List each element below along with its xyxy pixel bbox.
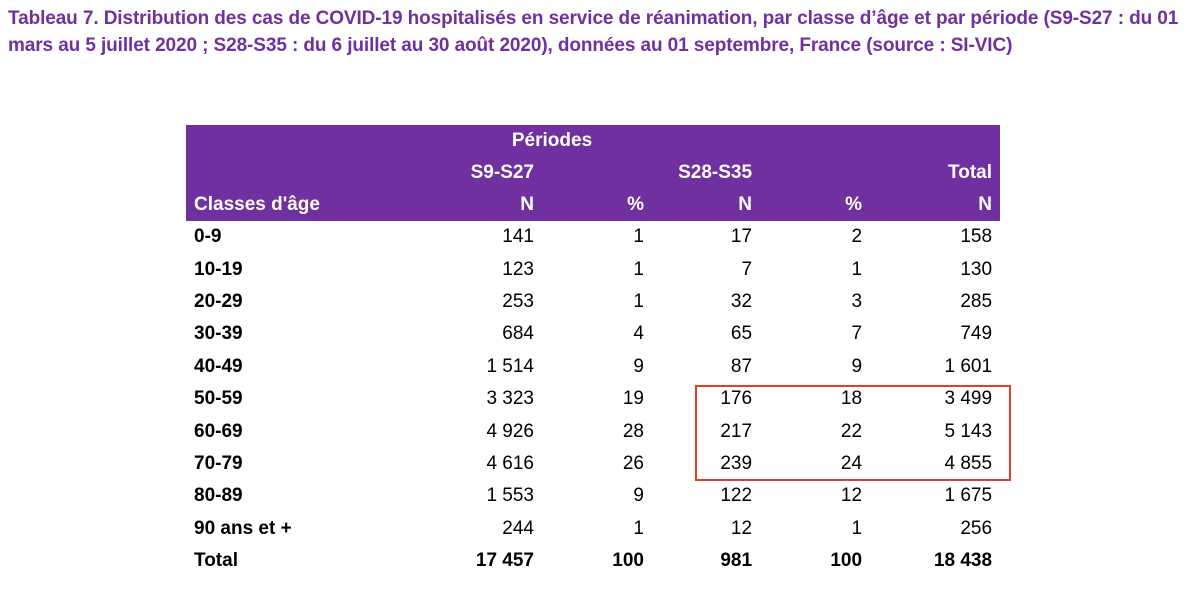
table-row: 90 ans et + 244 1 12 1 256: [186, 513, 1000, 545]
total-label-cell: Total: [194, 550, 238, 572]
total-pct-period-1-cell: 100: [612, 550, 644, 572]
n-total-cell: 5 143: [944, 420, 993, 442]
n-period-1-cell: 123: [502, 258, 534, 280]
col-n-total: N: [978, 194, 993, 215]
pct-period-2-cell: 2: [851, 226, 863, 248]
n-total-cell: 4 855: [944, 452, 993, 474]
pct-period-1-cell: 26: [622, 452, 644, 474]
table-row: 10-19 123 1 7 1 130: [186, 253, 1000, 285]
age-class-cell: 80-89: [194, 485, 243, 507]
table-row: 20-29 253 1 32 3 285: [186, 286, 1000, 318]
total-header: Total: [948, 162, 993, 183]
n-total-cell: 285: [960, 290, 993, 312]
table-row: 30-39 684 4 65 7 749: [186, 318, 1000, 350]
icu-cases-table: Périodes S9-S27 S28-S35 Total Classes d'…: [186, 125, 1001, 577]
highlight-box: [695, 385, 1011, 481]
pct-period-2-cell: 12: [840, 485, 863, 507]
pct-period-1-cell: 1: [633, 517, 644, 539]
periods-group-header: Périodes: [511, 130, 593, 151]
header-row-columns: Classes d'âge N % N % N: [186, 189, 1001, 221]
age-class-cell: 50-59: [194, 388, 243, 410]
age-class-cell: 10-19: [194, 258, 243, 280]
n-period-1-cell: 1 553: [486, 485, 534, 507]
n-period-1-cell: 4 616: [486, 452, 534, 474]
pct-period-2-cell: 1: [851, 517, 863, 539]
n-period-2-cell: 7: [741, 258, 753, 280]
total-row: Total 17 457 100 981 100 18 438: [186, 545, 1000, 577]
pct-period-2-cell: 7: [851, 323, 863, 345]
total-n-period-2-cell: 981: [720, 550, 753, 572]
age-class-cell: 90 ans et +: [194, 517, 292, 539]
n-total-cell: 1 601: [944, 355, 993, 377]
n-total-cell: 256: [960, 517, 993, 539]
col-pct-period-1: %: [627, 194, 644, 215]
pct-period-1-cell: 1: [633, 258, 644, 280]
age-class-cell: 60-69: [194, 420, 243, 442]
n-total-cell: 1 675: [944, 485, 993, 507]
pct-period-1-cell: 9: [633, 355, 644, 377]
pct-period-2-cell: 1: [851, 258, 863, 280]
pct-period-2-cell: 3: [851, 290, 863, 312]
n-period-2-cell: 17: [730, 226, 753, 248]
n-period-2-cell: 217: [720, 420, 753, 442]
pct-period-1-cell: 1: [633, 226, 644, 248]
data-table-container: Périodes S9-S27 S28-S35 Total Classes d'…: [186, 125, 1001, 577]
table-header: Périodes S9-S27 S28-S35 Total Classes d'…: [186, 125, 1001, 221]
pct-period-2-cell: 9: [851, 355, 863, 377]
n-period-1-cell: 4 926: [486, 420, 534, 442]
n-period-2-cell: 32: [730, 290, 753, 312]
pct-period-1-cell: 19: [622, 388, 644, 410]
header-row-period-names: S9-S27 S28-S35 Total: [186, 157, 1001, 189]
pct-period-1-cell: 9: [633, 485, 644, 507]
table-row: 80-89 1 553 9 122 12 1 675: [186, 480, 1000, 512]
period-1-header: S9-S27: [470, 162, 534, 183]
n-period-2-cell: 65: [730, 323, 753, 345]
n-period-1-cell: 141: [502, 226, 534, 248]
n-total-cell: 749: [960, 323, 993, 345]
n-total-cell: 3 499: [944, 388, 993, 410]
total-pct-period-2-cell: 100: [830, 550, 863, 572]
age-class-header: Classes d'âge: [194, 194, 320, 215]
table-row: 0-9 141 1 17 2 158: [186, 221, 1000, 253]
header-row-periods: Périodes: [186, 125, 1001, 157]
col-n-period-1: N: [520, 194, 534, 215]
table-row: 70-79 4 616 26 239 24 4 855: [186, 448, 1000, 480]
table-body: 0-9 141 1 17 2 158 10-19 123 1 7 1 130 2…: [186, 221, 1000, 577]
table-row: 40-49 1 514 9 87 9 1 601: [186, 351, 1000, 383]
n-total-cell: 130: [960, 258, 993, 280]
table-title: Tableau 7. Distribution des cas de COVID…: [8, 8, 1179, 56]
pct-period-2-cell: 18: [840, 388, 863, 410]
n-period-1-cell: 684: [502, 323, 534, 345]
table-row: 60-69 4 926 28 217 22 5 143: [186, 415, 1000, 447]
n-period-2-cell: 122: [720, 485, 753, 507]
age-class-cell: 30-39: [194, 323, 243, 345]
col-pct-period-2: %: [845, 194, 863, 215]
n-period-1-cell: 3 323: [486, 388, 534, 410]
pct-period-1-cell: 4: [633, 323, 644, 345]
pct-period-2-cell: 22: [840, 420, 863, 442]
age-class-cell: 70-79: [194, 452, 243, 474]
pct-period-1-cell: 28: [622, 420, 644, 442]
n-period-2-cell: 87: [730, 355, 753, 377]
table-row: 50-59 3 323 19 176 18 3 499: [186, 383, 1000, 415]
age-class-cell: 0-9: [194, 226, 222, 248]
grand-total-cell: 18 438: [933, 550, 993, 572]
n-period-1-cell: 244: [502, 517, 534, 539]
n-total-cell: 158: [960, 226, 993, 248]
col-n-period-2: N: [738, 194, 753, 215]
n-period-2-cell: 12: [730, 517, 753, 539]
age-class-cell: 40-49: [194, 355, 243, 377]
n-period-1-cell: 1 514: [486, 355, 534, 377]
age-class-cell: 20-29: [194, 290, 243, 312]
n-period-1-cell: 253: [502, 290, 534, 312]
n-period-2-cell: 176: [720, 388, 753, 410]
n-period-2-cell: 239: [720, 452, 753, 474]
period-2-header: S28-S35: [678, 162, 753, 183]
total-n-period-1-cell: 17 457: [475, 550, 534, 572]
pct-period-2-cell: 24: [840, 452, 863, 474]
pct-period-1-cell: 1: [633, 290, 644, 312]
